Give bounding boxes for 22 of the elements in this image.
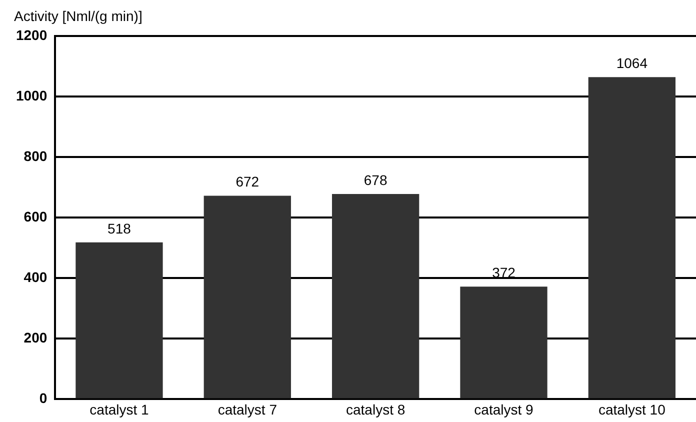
data-label: 1064 [616,55,648,72]
y-tick-label: 0 [39,390,48,406]
x-tick-label: catalyst 9 [474,401,534,418]
data-label: 678 [364,172,388,188]
bar [588,77,676,398]
bar [76,242,163,398]
x-tick-label: catalyst 10 [598,401,666,418]
x-tick-label: catalyst 8 [346,401,406,418]
x-tick-label: catalyst 7 [218,401,278,418]
x-tick-label: catalyst 1 [90,401,150,418]
data-label: 518 [108,220,132,236]
y-tick-label: 1200 [16,26,48,43]
data-label: 672 [236,174,260,190]
y-tick-label: 200 [24,330,48,346]
y-tick-label: 800 [24,148,48,164]
y-tick-label: 400 [24,268,48,285]
y-axis-title: Activity [Nml/(g min)] [14,8,142,24]
y-tick-label: 600 [24,208,48,224]
bar [460,286,548,398]
bar [332,194,420,398]
y-tick-label: 1000 [16,87,48,104]
bar [204,196,291,398]
